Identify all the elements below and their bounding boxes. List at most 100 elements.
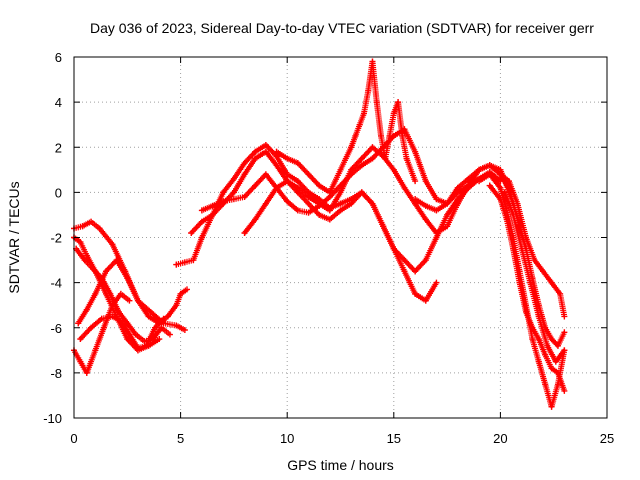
data-point (486, 182, 493, 189)
data-point (88, 218, 95, 225)
data-point (92, 290, 99, 297)
data-point (403, 155, 410, 162)
data-point (337, 182, 344, 189)
y-tick-label: -10 (43, 411, 62, 426)
data-point (92, 347, 99, 354)
data-point (516, 223, 523, 230)
data-point (561, 347, 568, 354)
data-point (561, 329, 568, 336)
data-point (326, 207, 333, 214)
data-series (497, 171, 568, 320)
data-point (198, 234, 205, 241)
data-point (88, 324, 95, 331)
data-point (337, 166, 344, 173)
data-point (230, 189, 237, 196)
data-point (433, 207, 440, 214)
data-point (548, 365, 555, 372)
data-point (497, 196, 504, 203)
data-point (109, 241, 116, 248)
data-point (141, 338, 148, 345)
y-tick-label: -8 (50, 366, 62, 381)
data-point (173, 322, 180, 329)
data-point (465, 175, 472, 182)
data-point (100, 324, 107, 331)
data-series (412, 162, 568, 349)
data-point (337, 200, 344, 207)
data-point (401, 184, 408, 191)
data-series (486, 182, 568, 394)
data-point (412, 196, 419, 203)
y-tick-label: 4 (55, 95, 62, 110)
data-point (503, 182, 510, 189)
data-point (305, 193, 312, 200)
data-point (348, 200, 355, 207)
data-point (273, 162, 280, 169)
data-point (373, 99, 380, 106)
data-point (548, 403, 555, 410)
data-series (273, 58, 419, 196)
data-point (83, 252, 90, 259)
data-point (241, 193, 248, 200)
data-point (305, 171, 312, 178)
y-tick-label: -6 (50, 321, 62, 336)
data-point (503, 216, 510, 223)
data-point (554, 369, 561, 376)
data-point (516, 279, 523, 286)
data-point (390, 110, 397, 117)
data-point (252, 182, 259, 189)
data-series (501, 189, 568, 365)
data-point (360, 110, 367, 117)
data-point (126, 331, 133, 338)
data-point (181, 259, 188, 266)
axis-ticks: 0 5 10 15 20 25 -10 -8 -6 -4 -2 0 2 4 6 (43, 50, 614, 446)
data-point (198, 207, 205, 214)
data-point (316, 211, 323, 218)
data-point (98, 315, 105, 322)
data-point (173, 261, 180, 268)
y-tick-label: 0 (55, 185, 62, 200)
data-point (134, 345, 141, 352)
data-point (79, 223, 86, 230)
data-point (548, 336, 555, 343)
data-point (476, 166, 483, 173)
data-point (401, 126, 408, 133)
data-point (548, 279, 555, 286)
data-point (561, 387, 568, 394)
data-point (252, 155, 259, 162)
data-point (422, 202, 429, 209)
data-point (198, 218, 205, 225)
data-point (358, 189, 365, 196)
data-point (102, 268, 109, 275)
data-point (294, 178, 301, 185)
data-point (529, 336, 536, 343)
data-point (486, 162, 493, 169)
data-point (522, 308, 529, 315)
data-point (554, 342, 561, 349)
data-series (73, 245, 173, 345)
data-point (326, 216, 333, 223)
data-point (352, 132, 359, 139)
data-point (117, 317, 124, 324)
data-point (77, 239, 84, 246)
data-point (273, 184, 280, 191)
data-point (557, 290, 564, 297)
data-point (294, 160, 301, 167)
y-axis-label: SDTVAR / TECUs (6, 181, 22, 293)
data-point (348, 171, 355, 178)
data-point (124, 275, 131, 282)
data-point (220, 189, 227, 196)
data-point (113, 257, 120, 264)
data-point (412, 178, 419, 185)
data-point (75, 320, 82, 327)
data-point (544, 342, 551, 349)
data-point (412, 268, 419, 275)
data-point (77, 336, 84, 343)
data-point (399, 132, 406, 139)
data-point (542, 351, 549, 358)
data-point (124, 336, 131, 343)
data-point (209, 211, 216, 218)
data-point (535, 313, 542, 320)
data-point (540, 268, 547, 275)
data-point (284, 155, 291, 162)
data-point (386, 132, 393, 139)
